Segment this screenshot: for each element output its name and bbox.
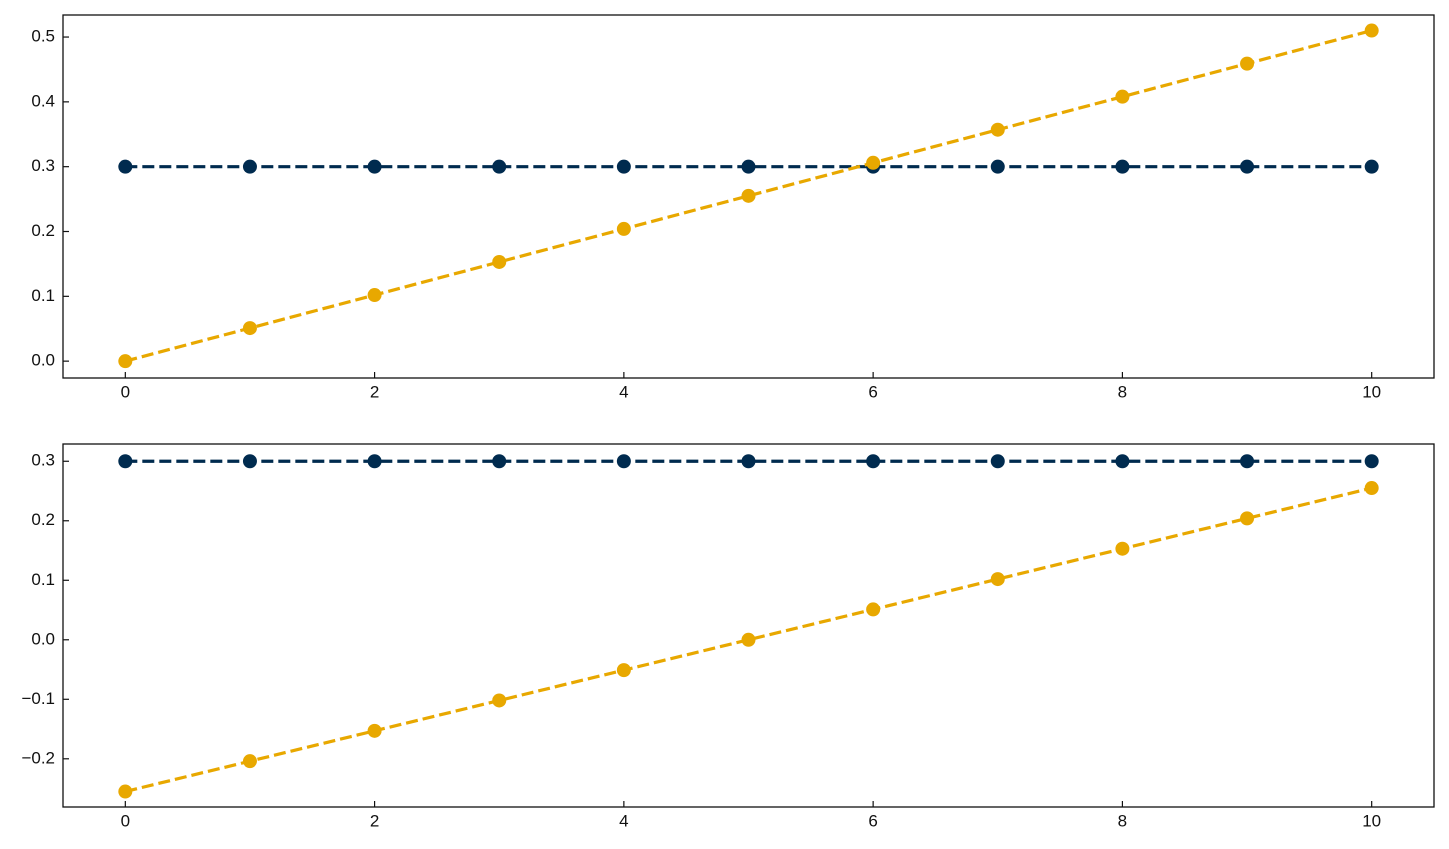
point <box>118 784 133 799</box>
x-tick-label: 8 <box>1118 811 1127 830</box>
point <box>242 454 257 469</box>
y-tick-label: 0.4 <box>31 91 55 110</box>
series-line <box>124 29 1373 363</box>
point <box>242 754 257 769</box>
point <box>367 723 382 738</box>
point <box>1364 481 1379 496</box>
point <box>741 454 756 469</box>
y-tick-label: 0.0 <box>31 351 55 370</box>
point <box>616 221 631 236</box>
y-tick-label: 0.0 <box>31 629 55 648</box>
point <box>492 693 507 708</box>
point <box>741 159 756 174</box>
point <box>242 159 257 174</box>
point <box>866 155 881 170</box>
point <box>1364 159 1379 174</box>
point <box>118 454 133 469</box>
point <box>1115 541 1130 556</box>
point <box>492 159 507 174</box>
point <box>616 159 631 174</box>
point <box>1364 23 1379 38</box>
y-tick-label: 0.5 <box>31 27 55 46</box>
point <box>1240 454 1255 469</box>
point <box>367 159 382 174</box>
x-tick-label: 2 <box>370 811 379 830</box>
y-tick-label: 0.1 <box>31 286 55 305</box>
point <box>741 632 756 647</box>
point <box>1364 454 1379 469</box>
point <box>990 159 1005 174</box>
y-tick-label: 0.1 <box>31 570 55 589</box>
x-tick-label: 4 <box>619 811 628 830</box>
point <box>1115 454 1130 469</box>
point <box>741 188 756 203</box>
x-tick-label: 10 <box>1362 382 1381 401</box>
x-tick-label: 6 <box>868 811 877 830</box>
x-tick-label: 6 <box>868 382 877 401</box>
point <box>1240 511 1255 526</box>
point <box>367 288 382 303</box>
point <box>866 454 881 469</box>
point <box>118 354 133 369</box>
point <box>1240 56 1255 71</box>
x-tick-label: 2 <box>370 382 379 401</box>
y-tick-label: 0.2 <box>31 221 55 240</box>
x-tick-label: 8 <box>1118 382 1127 401</box>
point <box>242 321 257 336</box>
y-tick-label: 0.3 <box>31 451 55 470</box>
x-tick-label: 0 <box>121 811 130 830</box>
x-tick-label: 4 <box>619 382 628 401</box>
axes-frame <box>62 443 1435 808</box>
point <box>990 454 1005 469</box>
point <box>367 454 382 469</box>
y-tick-label: 0.2 <box>31 510 55 529</box>
point <box>616 454 631 469</box>
point <box>1240 159 1255 174</box>
point <box>1115 89 1130 104</box>
series-line <box>124 486 1373 794</box>
x-tick-label: 10 <box>1362 811 1381 830</box>
point <box>616 663 631 678</box>
point <box>990 572 1005 587</box>
y-tick-label: −0.2 <box>21 748 55 767</box>
point <box>1115 159 1130 174</box>
point <box>492 254 507 269</box>
point <box>866 602 881 617</box>
x-tick-label: 0 <box>121 382 130 401</box>
axes-frame <box>62 14 1435 379</box>
point <box>492 454 507 469</box>
point <box>118 159 133 174</box>
y-tick-label: −0.1 <box>21 689 55 708</box>
point <box>990 122 1005 137</box>
y-tick-label: 0.3 <box>31 156 55 175</box>
